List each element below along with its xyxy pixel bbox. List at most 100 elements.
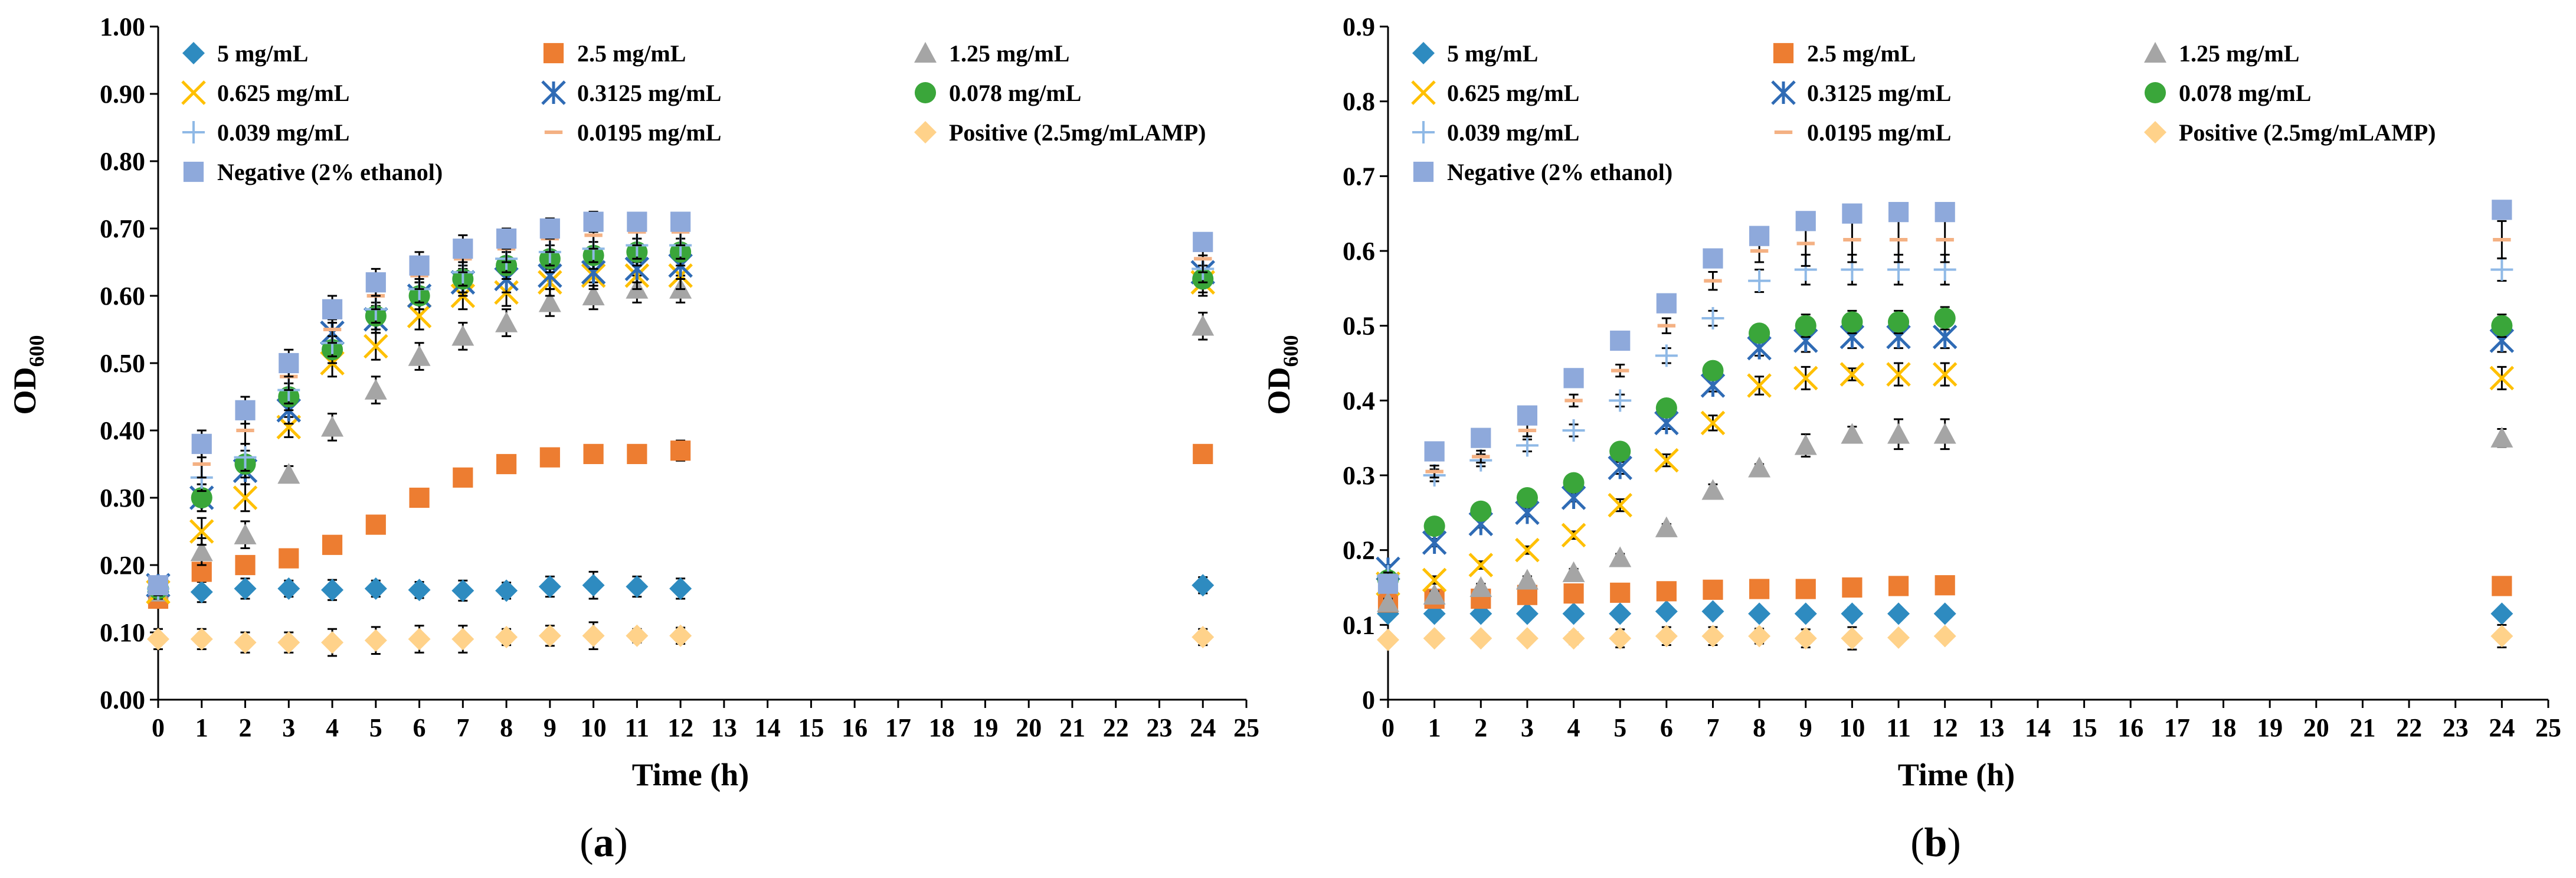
y-tick-label: 1.00 [100,12,145,41]
data-point [1794,602,1817,625]
legend-marker [1771,80,1796,105]
data-point [670,211,691,232]
series [147,275,1215,602]
y-tick-label: 0.6 [1343,237,1375,266]
y-tick-label: 0.10 [100,618,145,647]
data-point [233,485,258,510]
x-tick-label: 10 [1839,713,1865,742]
data-point [1656,581,1677,602]
data-point [1701,307,1724,329]
legend-item: 0.078 mg/mL [914,80,1081,106]
data-point [1748,625,1771,648]
data-point [1610,582,1631,603]
x-tick-label: 6 [413,713,426,742]
data-point [1609,440,1631,462]
data-point [1609,627,1632,650]
data-point [190,540,213,562]
data-point [2489,365,2515,391]
legend-marker [2144,42,2166,63]
data-point [234,631,257,654]
data-point [2490,602,2513,625]
data-point [1470,500,1492,522]
data-point [1933,602,1956,625]
legend-label: 0.039 mg/mL [1447,119,1579,146]
x-tick-label: 8 [500,713,513,742]
x-tick-label: 5 [1613,713,1626,742]
data-point [191,433,212,454]
data-point [495,625,518,648]
y-tick-label: 0.40 [100,416,145,445]
data-point [1192,315,1215,336]
series [146,261,1216,605]
data-point [1192,625,1215,648]
legend-label: 0.078 mg/mL [2179,80,2311,106]
series [148,439,1213,609]
data-point [1655,625,1678,648]
data-point [190,580,213,603]
legend-item: Positive (2.5mg/mLAMP) [2144,119,2436,146]
data-point [279,548,299,569]
data-point [364,577,387,600]
data-point [2490,258,2513,281]
data-point [453,467,473,488]
x-tick-label: 24 [2489,713,2515,742]
data-point [1748,269,1771,292]
data-point [1887,423,1910,444]
legend-item: 0.039 mg/mL [1412,119,1579,146]
x-tick-label: 20 [1016,713,1042,742]
x-tick-label: 14 [755,713,781,742]
legend-marker [541,80,566,105]
legend-marker [914,121,937,143]
data-point [235,554,256,576]
legend-item: 5 mg/mL [1412,40,1538,67]
data-point [365,514,386,535]
data-point [2492,200,2512,220]
data-point [538,291,561,312]
series [146,251,1216,598]
y-axis-title: OD600 [1261,335,1302,415]
legend-label: 0.625 mg/mL [1447,80,1579,106]
y-tick-label: 0.50 [100,349,145,378]
legend-label: Positive (2.5mg/mLAMP) [2179,119,2436,146]
data-point [365,272,386,293]
data-point [2492,576,2512,596]
data-point [582,574,605,597]
legend-item: 1.25 mg/mL [914,40,1069,67]
data-point [1794,434,1817,455]
data-point [1516,569,1539,590]
data-point [407,303,432,328]
data-point [1841,602,1864,625]
legend-marker [2144,121,2166,143]
y-tick-label: 0.2 [1343,536,1375,565]
chart-a: 0.00 0.10 0.20 0.30 0.40 0.50 0.60 0.70 0.80 0.90… [7,12,1259,792]
data-point [669,624,692,647]
x-tick-label: 2 [239,713,252,742]
data-point [408,345,431,366]
data-point [1701,479,1724,500]
data-point [234,523,257,544]
data-point [1608,492,1632,518]
y-tick-label: 0.3 [1343,461,1375,490]
data-point [1192,574,1215,597]
legend-item: Negative (2% ethanol) [183,159,443,185]
data-point [190,628,213,651]
y-tick-label: 0.7 [1343,162,1375,191]
legend: 5 mg/mL 2.5 mg/mL 1.25 mg/mL 0.625 mg/mL 0.3… [181,40,1206,185]
data-point [669,577,692,600]
data-point [1793,365,1818,391]
legend-marker [1773,43,1794,64]
data-point [627,211,647,232]
data-point [1515,537,1540,563]
data-point [1193,443,1213,464]
y-tick-label: 0.80 [100,147,145,176]
series [148,211,1213,596]
legend-label: 0.078 mg/mL [949,80,1081,106]
x-tick-label: 21 [1059,713,1085,742]
legend-label: Positive (2.5mg/mLAMP) [949,119,1206,146]
x-tick-label: 19 [2257,713,2283,742]
x-tick-label: 7 [1706,713,1719,742]
x-tick-label: 7 [456,713,469,742]
y-axis-title: OD600 [7,335,48,415]
data-point [1609,389,1632,412]
data-point [1888,202,1909,223]
